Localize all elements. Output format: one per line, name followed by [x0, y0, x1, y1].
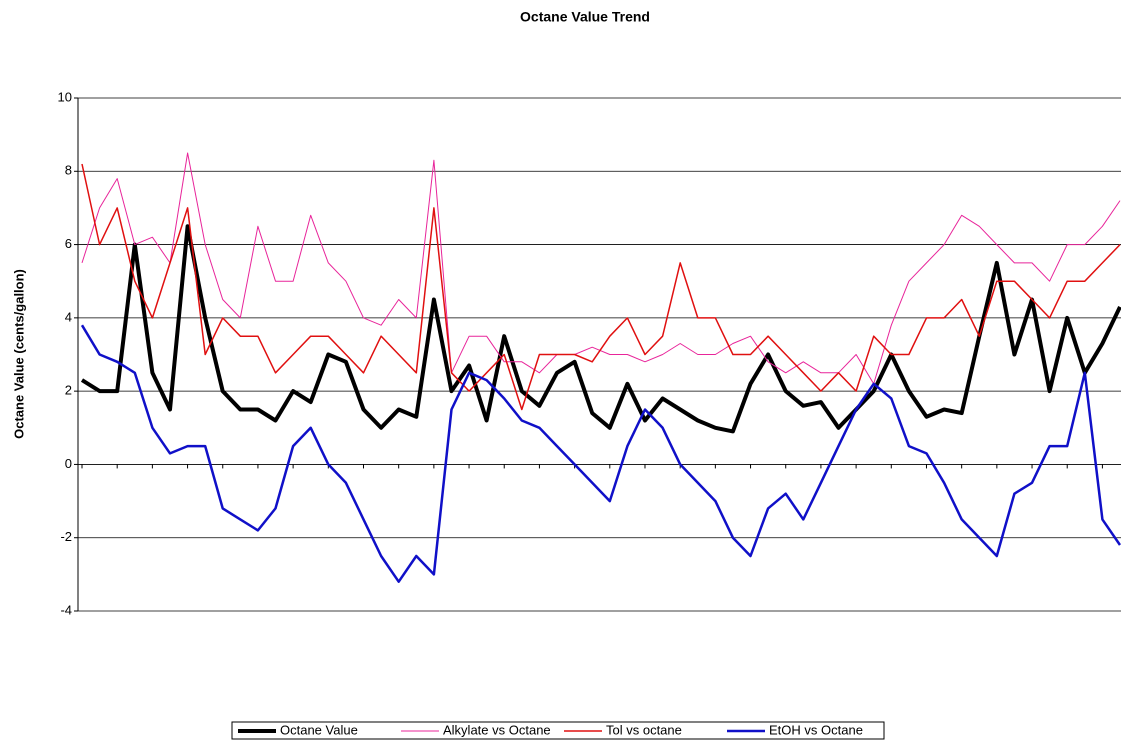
- y-tick-label: 10: [58, 89, 72, 104]
- y-tick-label: 8: [65, 163, 72, 178]
- series-line: [81, 163, 1121, 411]
- y-tick-label: -2: [60, 529, 72, 544]
- legend-label: EtOH vs Octane: [769, 722, 863, 737]
- y-axis-label: Octane Value (cents/gallon): [11, 269, 26, 439]
- chart-title: Octane Value Trend: [520, 9, 650, 25]
- legend-box: [231, 721, 885, 740]
- legend-label: Octane Value: [280, 722, 358, 737]
- y-tick-label: 2: [65, 383, 72, 398]
- y-tick-label: 6: [65, 236, 72, 251]
- y-tick-label: 0: [65, 456, 72, 471]
- series-line: [80, 324, 1121, 583]
- series-line: [81, 152, 1121, 385]
- series-line: [80, 224, 1121, 434]
- legend-label: Alkylate vs Octane: [443, 722, 551, 737]
- legend-label: Tol vs octane: [606, 722, 682, 737]
- y-tick-label: -4: [60, 602, 72, 617]
- y-tick-label: 4: [65, 309, 72, 324]
